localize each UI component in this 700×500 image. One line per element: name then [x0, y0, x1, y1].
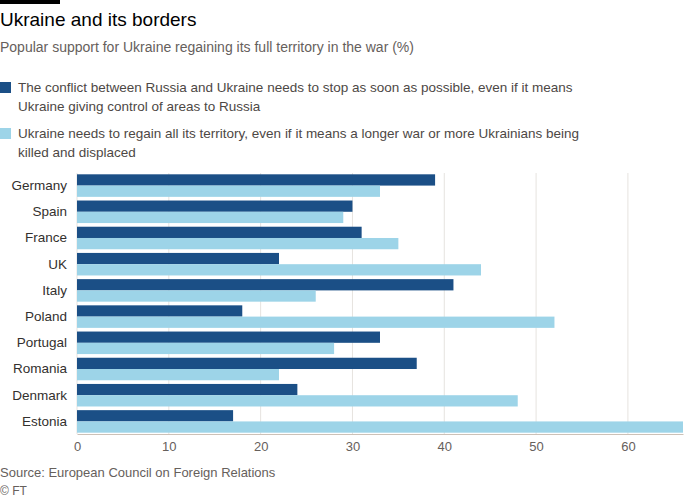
y-axis: Germany Spain France UK Italy Poland Portugal R…	[11, 178, 77, 429]
bar	[77, 343, 334, 354]
y-tick: Romania	[13, 361, 77, 376]
bar	[77, 264, 481, 275]
grid	[77, 173, 628, 434]
x-tick-label: 20	[254, 439, 268, 454]
legend-label: The conflict between Russia and Ukraine …	[18, 80, 573, 114]
background	[0, 0, 700, 500]
grid-line	[536, 173, 537, 434]
legend-swatch	[0, 82, 11, 93]
x-axis-line	[78, 434, 684, 435]
x-tick-label: 0	[74, 439, 81, 454]
legend-line: killed and displaced	[18, 145, 136, 160]
bar	[77, 384, 297, 395]
bar	[77, 212, 343, 223]
x-tick: 60	[621, 434, 635, 454]
y-tick: UK	[48, 257, 77, 272]
bar	[77, 317, 554, 328]
x-tick-label: 60	[621, 439, 635, 454]
legend-line: Ukraine giving control of areas to Russi…	[18, 99, 261, 114]
x-tick: 40	[438, 434, 452, 454]
bar	[77, 227, 362, 238]
y-tick-label: UK	[48, 257, 67, 272]
grid-line	[627, 173, 628, 434]
y-tick-label: Germany	[11, 178, 67, 193]
y-tick-label: Romania	[13, 361, 68, 376]
subtitle: Popular support for Ukraine regaining it…	[0, 39, 414, 55]
bar	[77, 290, 316, 301]
y-tick-label: France	[25, 230, 67, 245]
y-tick: France	[25, 230, 77, 245]
y-tick: Portugal	[17, 335, 77, 350]
grid-line	[352, 173, 353, 434]
y-tick: Denmark	[12, 388, 77, 403]
y-tick-label: Estonia	[22, 414, 68, 429]
x-tick-label: 30	[346, 439, 360, 454]
x-tick-label: 50	[529, 439, 543, 454]
bar	[77, 369, 279, 380]
chart: Ukraine and its borders Popular support f…	[0, 0, 700, 500]
y-tick: Italy	[42, 283, 77, 298]
y-tick-label: Italy	[42, 283, 67, 298]
y-tick: Spain	[32, 204, 77, 219]
bar	[77, 421, 683, 432]
x-tick: 10	[162, 434, 176, 454]
legend-item: The conflict between Russia and Ukraine …	[0, 80, 573, 114]
bar	[77, 253, 279, 264]
y-tick: Estonia	[22, 414, 77, 429]
bar	[77, 395, 518, 406]
x-axis: 0 10 20 30 40 50 60	[74, 434, 684, 454]
x-tick-label: 40	[438, 439, 452, 454]
bar	[77, 410, 233, 421]
x-tick: 30	[346, 434, 360, 454]
top-rule	[0, 0, 60, 4]
bar	[77, 238, 398, 249]
legend-swatch	[0, 128, 11, 139]
legend-line: Ukraine needs to regain all its territor…	[18, 126, 579, 141]
bars	[77, 174, 683, 432]
legend-line: The conflict between Russia and Ukraine …	[18, 80, 573, 95]
bar	[77, 174, 435, 185]
legend-label: Ukraine needs to regain all its territor…	[18, 126, 579, 160]
bar	[77, 186, 380, 197]
plot: 0 10 20 30 40 50 60 Germany Spain France UK Italy Po…	[11, 173, 683, 454]
bar	[77, 201, 352, 212]
x-tick-label: 10	[162, 439, 176, 454]
y-tick-label: Spain	[32, 204, 67, 219]
x-tick: 50	[529, 434, 543, 454]
x-tick: 0	[74, 434, 81, 454]
y-tick: Poland	[25, 309, 77, 324]
credit: © FT	[0, 484, 28, 498]
source: Source: European Council on Foreign Rela…	[0, 465, 276, 480]
bar	[77, 305, 242, 316]
legend-item: Ukraine needs to regain all its territor…	[0, 126, 579, 160]
bar	[77, 358, 417, 369]
y-tick-label: Denmark	[12, 388, 67, 403]
title: Ukraine and its borders	[0, 9, 196, 30]
y-tick-label: Poland	[25, 309, 67, 324]
bar	[77, 332, 380, 343]
y-tick: Germany	[11, 178, 77, 193]
bar	[77, 279, 453, 290]
y-tick-label: Portugal	[17, 335, 67, 350]
grid-line	[444, 173, 445, 434]
x-tick: 20	[254, 434, 268, 454]
